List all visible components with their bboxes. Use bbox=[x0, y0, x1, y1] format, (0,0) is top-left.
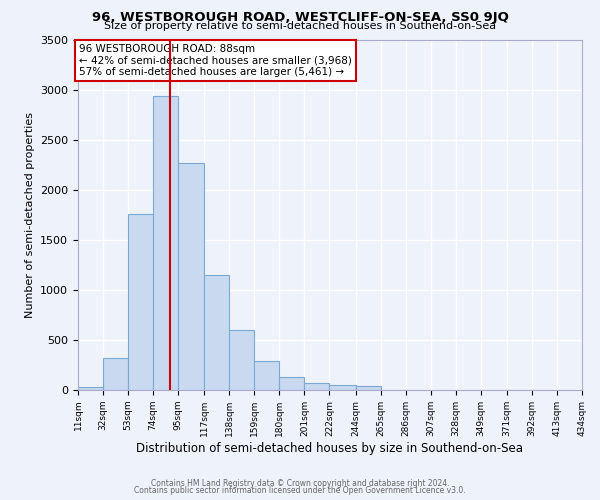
Text: 96, WESTBOROUGH ROAD, WESTCLIFF-ON-SEA, SS0 9JQ: 96, WESTBOROUGH ROAD, WESTCLIFF-ON-SEA, … bbox=[92, 11, 508, 24]
Bar bbox=[329, 384, 356, 390]
Text: Contains HM Land Registry data © Crown copyright and database right 2024.: Contains HM Land Registry data © Crown c… bbox=[151, 478, 449, 488]
Bar bbox=[153, 96, 178, 390]
Text: 96 WESTBOROUGH ROAD: 88sqm
← 42% of semi-detached houses are smaller (3,968)
57%: 96 WESTBOROUGH ROAD: 88sqm ← 42% of semi… bbox=[79, 44, 352, 77]
Bar bbox=[78, 387, 103, 390]
Bar bbox=[280, 376, 304, 390]
Bar bbox=[254, 360, 280, 390]
Bar bbox=[178, 163, 204, 390]
Bar bbox=[128, 214, 153, 390]
Bar bbox=[204, 274, 229, 390]
Text: Contains public sector information licensed under the Open Government Licence v3: Contains public sector information licen… bbox=[134, 486, 466, 495]
Y-axis label: Number of semi-detached properties: Number of semi-detached properties bbox=[25, 112, 35, 318]
Bar bbox=[229, 330, 254, 390]
X-axis label: Distribution of semi-detached houses by size in Southend-on-Sea: Distribution of semi-detached houses by … bbox=[137, 442, 523, 454]
Text: Size of property relative to semi-detached houses in Southend-on-Sea: Size of property relative to semi-detach… bbox=[104, 21, 496, 31]
Bar bbox=[103, 358, 128, 390]
Bar bbox=[304, 382, 329, 390]
Bar bbox=[356, 386, 380, 390]
